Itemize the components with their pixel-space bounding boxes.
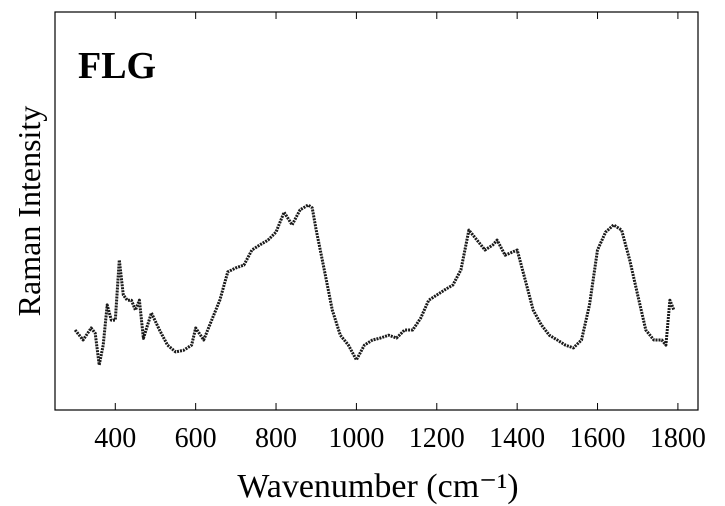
x-tick-label: 600 (175, 423, 217, 454)
x-tick-label: 400 (94, 423, 136, 454)
x-tick-label: 1600 (570, 423, 626, 454)
x-tick-label: 1200 (409, 423, 465, 454)
x-tick-label: 1000 (328, 423, 384, 454)
y-axis-label: Raman Intensity (11, 106, 47, 317)
annotation: FLG (78, 45, 156, 87)
plot-frame (54, 11, 699, 411)
x-axis-label: Wavenumber (cm⁻¹) (237, 468, 518, 505)
spectrum-line (73, 203, 676, 367)
x-tick-label: 1800 (650, 423, 706, 454)
x-tick-label: 800 (255, 423, 297, 454)
x-tick-label: 1400 (489, 423, 545, 454)
